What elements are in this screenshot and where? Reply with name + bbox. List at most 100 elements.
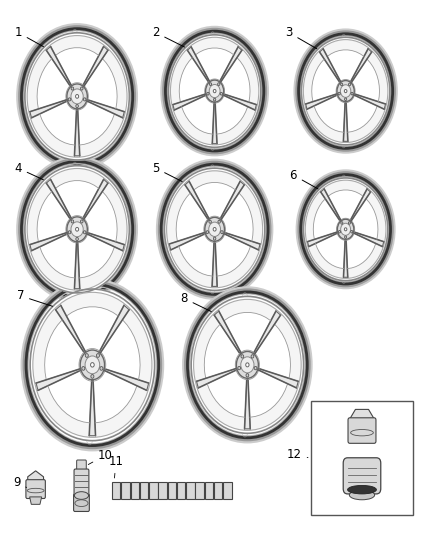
Ellipse shape — [74, 491, 88, 499]
Ellipse shape — [213, 228, 216, 231]
Text: 5: 5 — [152, 161, 182, 182]
Ellipse shape — [85, 356, 100, 374]
Ellipse shape — [220, 92, 223, 95]
Polygon shape — [74, 241, 80, 289]
Ellipse shape — [348, 486, 376, 494]
Ellipse shape — [67, 217, 87, 242]
Bar — [177, 482, 185, 499]
Ellipse shape — [206, 231, 208, 233]
Ellipse shape — [33, 292, 152, 438]
Ellipse shape — [345, 236, 346, 238]
Polygon shape — [46, 180, 71, 220]
Ellipse shape — [76, 94, 79, 98]
Ellipse shape — [238, 366, 240, 370]
Ellipse shape — [241, 355, 244, 358]
Ellipse shape — [191, 296, 304, 434]
Bar — [112, 482, 120, 499]
Polygon shape — [56, 181, 99, 218]
Text: 7: 7 — [17, 289, 53, 306]
Polygon shape — [87, 100, 124, 118]
Ellipse shape — [71, 89, 83, 104]
Ellipse shape — [25, 32, 130, 160]
Ellipse shape — [85, 353, 88, 357]
Ellipse shape — [350, 490, 374, 500]
Ellipse shape — [71, 87, 74, 90]
Ellipse shape — [209, 83, 212, 85]
Bar — [223, 482, 232, 499]
FancyBboxPatch shape — [26, 480, 46, 498]
Polygon shape — [343, 239, 348, 277]
Polygon shape — [224, 232, 260, 250]
Polygon shape — [194, 182, 235, 218]
Polygon shape — [195, 48, 234, 81]
Polygon shape — [101, 320, 140, 379]
Ellipse shape — [68, 231, 71, 234]
Ellipse shape — [345, 98, 347, 101]
Polygon shape — [221, 58, 250, 102]
Ellipse shape — [340, 85, 351, 98]
Polygon shape — [176, 193, 208, 241]
Polygon shape — [37, 191, 70, 241]
Ellipse shape — [27, 36, 127, 157]
Ellipse shape — [349, 83, 351, 86]
Bar — [168, 482, 176, 499]
Polygon shape — [255, 324, 290, 378]
Ellipse shape — [341, 83, 343, 86]
Polygon shape — [343, 102, 348, 141]
FancyBboxPatch shape — [74, 469, 89, 496]
Bar — [214, 482, 223, 499]
Ellipse shape — [218, 220, 220, 223]
Bar — [195, 482, 204, 499]
Polygon shape — [99, 305, 129, 353]
Bar — [205, 482, 213, 499]
Polygon shape — [74, 109, 80, 156]
Polygon shape — [350, 189, 371, 222]
Polygon shape — [327, 50, 364, 82]
Ellipse shape — [80, 350, 105, 379]
Ellipse shape — [213, 90, 216, 93]
Polygon shape — [312, 59, 339, 101]
Ellipse shape — [67, 84, 87, 109]
Polygon shape — [215, 234, 251, 276]
Polygon shape — [353, 94, 385, 109]
Text: 4: 4 — [14, 161, 43, 180]
Ellipse shape — [168, 34, 261, 148]
Ellipse shape — [301, 37, 390, 146]
Polygon shape — [204, 324, 240, 378]
Polygon shape — [212, 102, 217, 144]
Ellipse shape — [209, 222, 220, 237]
Ellipse shape — [246, 374, 249, 377]
Polygon shape — [207, 370, 247, 417]
Polygon shape — [56, 305, 86, 353]
Polygon shape — [87, 232, 124, 251]
Ellipse shape — [339, 230, 340, 233]
Ellipse shape — [25, 165, 130, 294]
Polygon shape — [197, 368, 237, 388]
Polygon shape — [46, 46, 71, 87]
Bar — [140, 482, 148, 499]
Polygon shape — [307, 232, 338, 247]
FancyBboxPatch shape — [343, 458, 381, 494]
Polygon shape — [350, 49, 372, 83]
Polygon shape — [346, 233, 376, 269]
Ellipse shape — [304, 39, 388, 142]
Polygon shape — [40, 101, 77, 145]
Polygon shape — [306, 94, 338, 109]
Polygon shape — [40, 235, 77, 278]
Text: 9: 9 — [13, 476, 27, 489]
Text: 8: 8 — [180, 292, 211, 312]
Ellipse shape — [305, 180, 386, 278]
Polygon shape — [93, 371, 137, 423]
Ellipse shape — [207, 92, 209, 95]
Polygon shape — [219, 47, 242, 83]
Polygon shape — [321, 189, 341, 222]
Ellipse shape — [237, 351, 258, 378]
Polygon shape — [215, 95, 247, 134]
Ellipse shape — [205, 80, 224, 102]
Bar — [186, 482, 194, 499]
Polygon shape — [212, 241, 217, 286]
Ellipse shape — [82, 367, 85, 370]
Polygon shape — [56, 48, 99, 85]
Polygon shape — [179, 234, 214, 276]
Ellipse shape — [246, 363, 249, 367]
